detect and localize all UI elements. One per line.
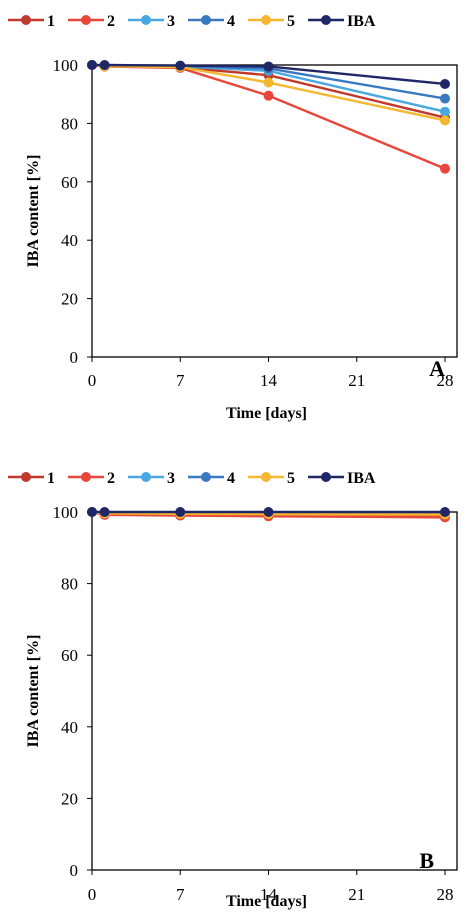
legend-label-3: 3 [167, 13, 175, 30]
y-axis-title: IBA content [%] [25, 155, 42, 268]
data-point-3 [440, 106, 450, 117]
data-point-IBA [263, 507, 274, 517]
data-point-IBA [175, 60, 186, 71]
legend-marker-5 [261, 15, 271, 25]
x-axis-title: Time [days] [226, 893, 307, 910]
y-tick-label: 80 [61, 575, 78, 594]
panel-label: A [429, 356, 445, 381]
x-tick-label: 0 [88, 371, 97, 390]
legend-marker-IBA [321, 472, 331, 482]
data-point-5 [263, 77, 274, 88]
legend-label-2: 2 [107, 13, 115, 30]
y-tick-label: 0 [70, 348, 79, 367]
y-tick-label: 60 [61, 173, 78, 192]
y-tick-label: 100 [53, 56, 79, 75]
y-tick-label: 100 [53, 503, 79, 522]
legend-label-3: 3 [167, 470, 175, 487]
legend-marker-4 [201, 15, 211, 25]
y-tick-label: 40 [61, 718, 78, 737]
data-point-IBA [175, 507, 186, 517]
legend-label-4: 4 [227, 470, 235, 487]
y-tick-label: 20 [61, 290, 78, 309]
x-tick-label: 28 [437, 885, 454, 904]
data-point-IBA [87, 60, 97, 70]
legend-label-4: 4 [227, 13, 235, 30]
y-tick-label: 20 [61, 789, 78, 808]
plot-frame [91, 511, 458, 871]
data-point-4 [440, 93, 450, 104]
chart-panel-a: 0 20 40 60 80 100 0 7 14 21 28 Time [days] IBA conte… [8, 13, 458, 422]
legend-marker-2 [81, 472, 91, 482]
x-tick-label: 7 [176, 885, 185, 904]
legend-label-5: 5 [287, 470, 295, 487]
panel-label: B [419, 848, 434, 873]
data-point-IBA [440, 507, 450, 517]
legend-label-5: 5 [287, 13, 295, 30]
y-tick-label: 0 [70, 861, 79, 880]
legend-marker-1 [21, 472, 31, 482]
y-tick-label: 60 [61, 646, 78, 665]
legend-label-2: 2 [107, 470, 115, 487]
legend-marker-3 [141, 472, 151, 482]
legend-label-1: 1 [47, 13, 55, 30]
x-tick-label: 7 [176, 371, 185, 390]
x-tick-label: 28 [437, 371, 454, 390]
x-tick-label: 14 [260, 371, 278, 390]
x-axis-title: Time [days] [226, 405, 307, 422]
plot-frame [91, 64, 458, 358]
data-point-IBA [99, 507, 110, 517]
y-tick-label: 80 [61, 114, 78, 133]
legend-label-IBA: IBA [347, 13, 376, 30]
legend-marker-5 [261, 472, 271, 482]
data-point-IBA [87, 507, 97, 517]
data-point-IBA [440, 78, 450, 89]
x-tick-label: 21 [348, 885, 365, 904]
data-point-2 [440, 163, 450, 174]
legend-marker-IBA [321, 15, 331, 25]
data-point-IBA [99, 60, 110, 70]
chart-panel-b: 0 20 40 60 80 100 0 7 14 21 28 Time [days] IBA conte… [0, 457, 473, 914]
y-tick-label: 40 [61, 231, 78, 250]
data-point-2 [263, 90, 274, 101]
legend-marker-4 [201, 472, 211, 482]
legend-marker-3 [141, 15, 151, 25]
legend-marker-1 [21, 15, 31, 25]
data-point-5 [440, 115, 450, 126]
legend-marker-2 [81, 15, 91, 25]
data-point-IBA [263, 61, 274, 72]
y-axis-title: IBA content [%] [25, 635, 42, 748]
legend-label-IBA: IBA [347, 470, 376, 487]
x-tick-label: 21 [348, 371, 365, 390]
x-tick-label: 14 [260, 885, 278, 904]
legend-label-1: 1 [47, 470, 55, 487]
x-tick-label: 0 [88, 885, 97, 904]
